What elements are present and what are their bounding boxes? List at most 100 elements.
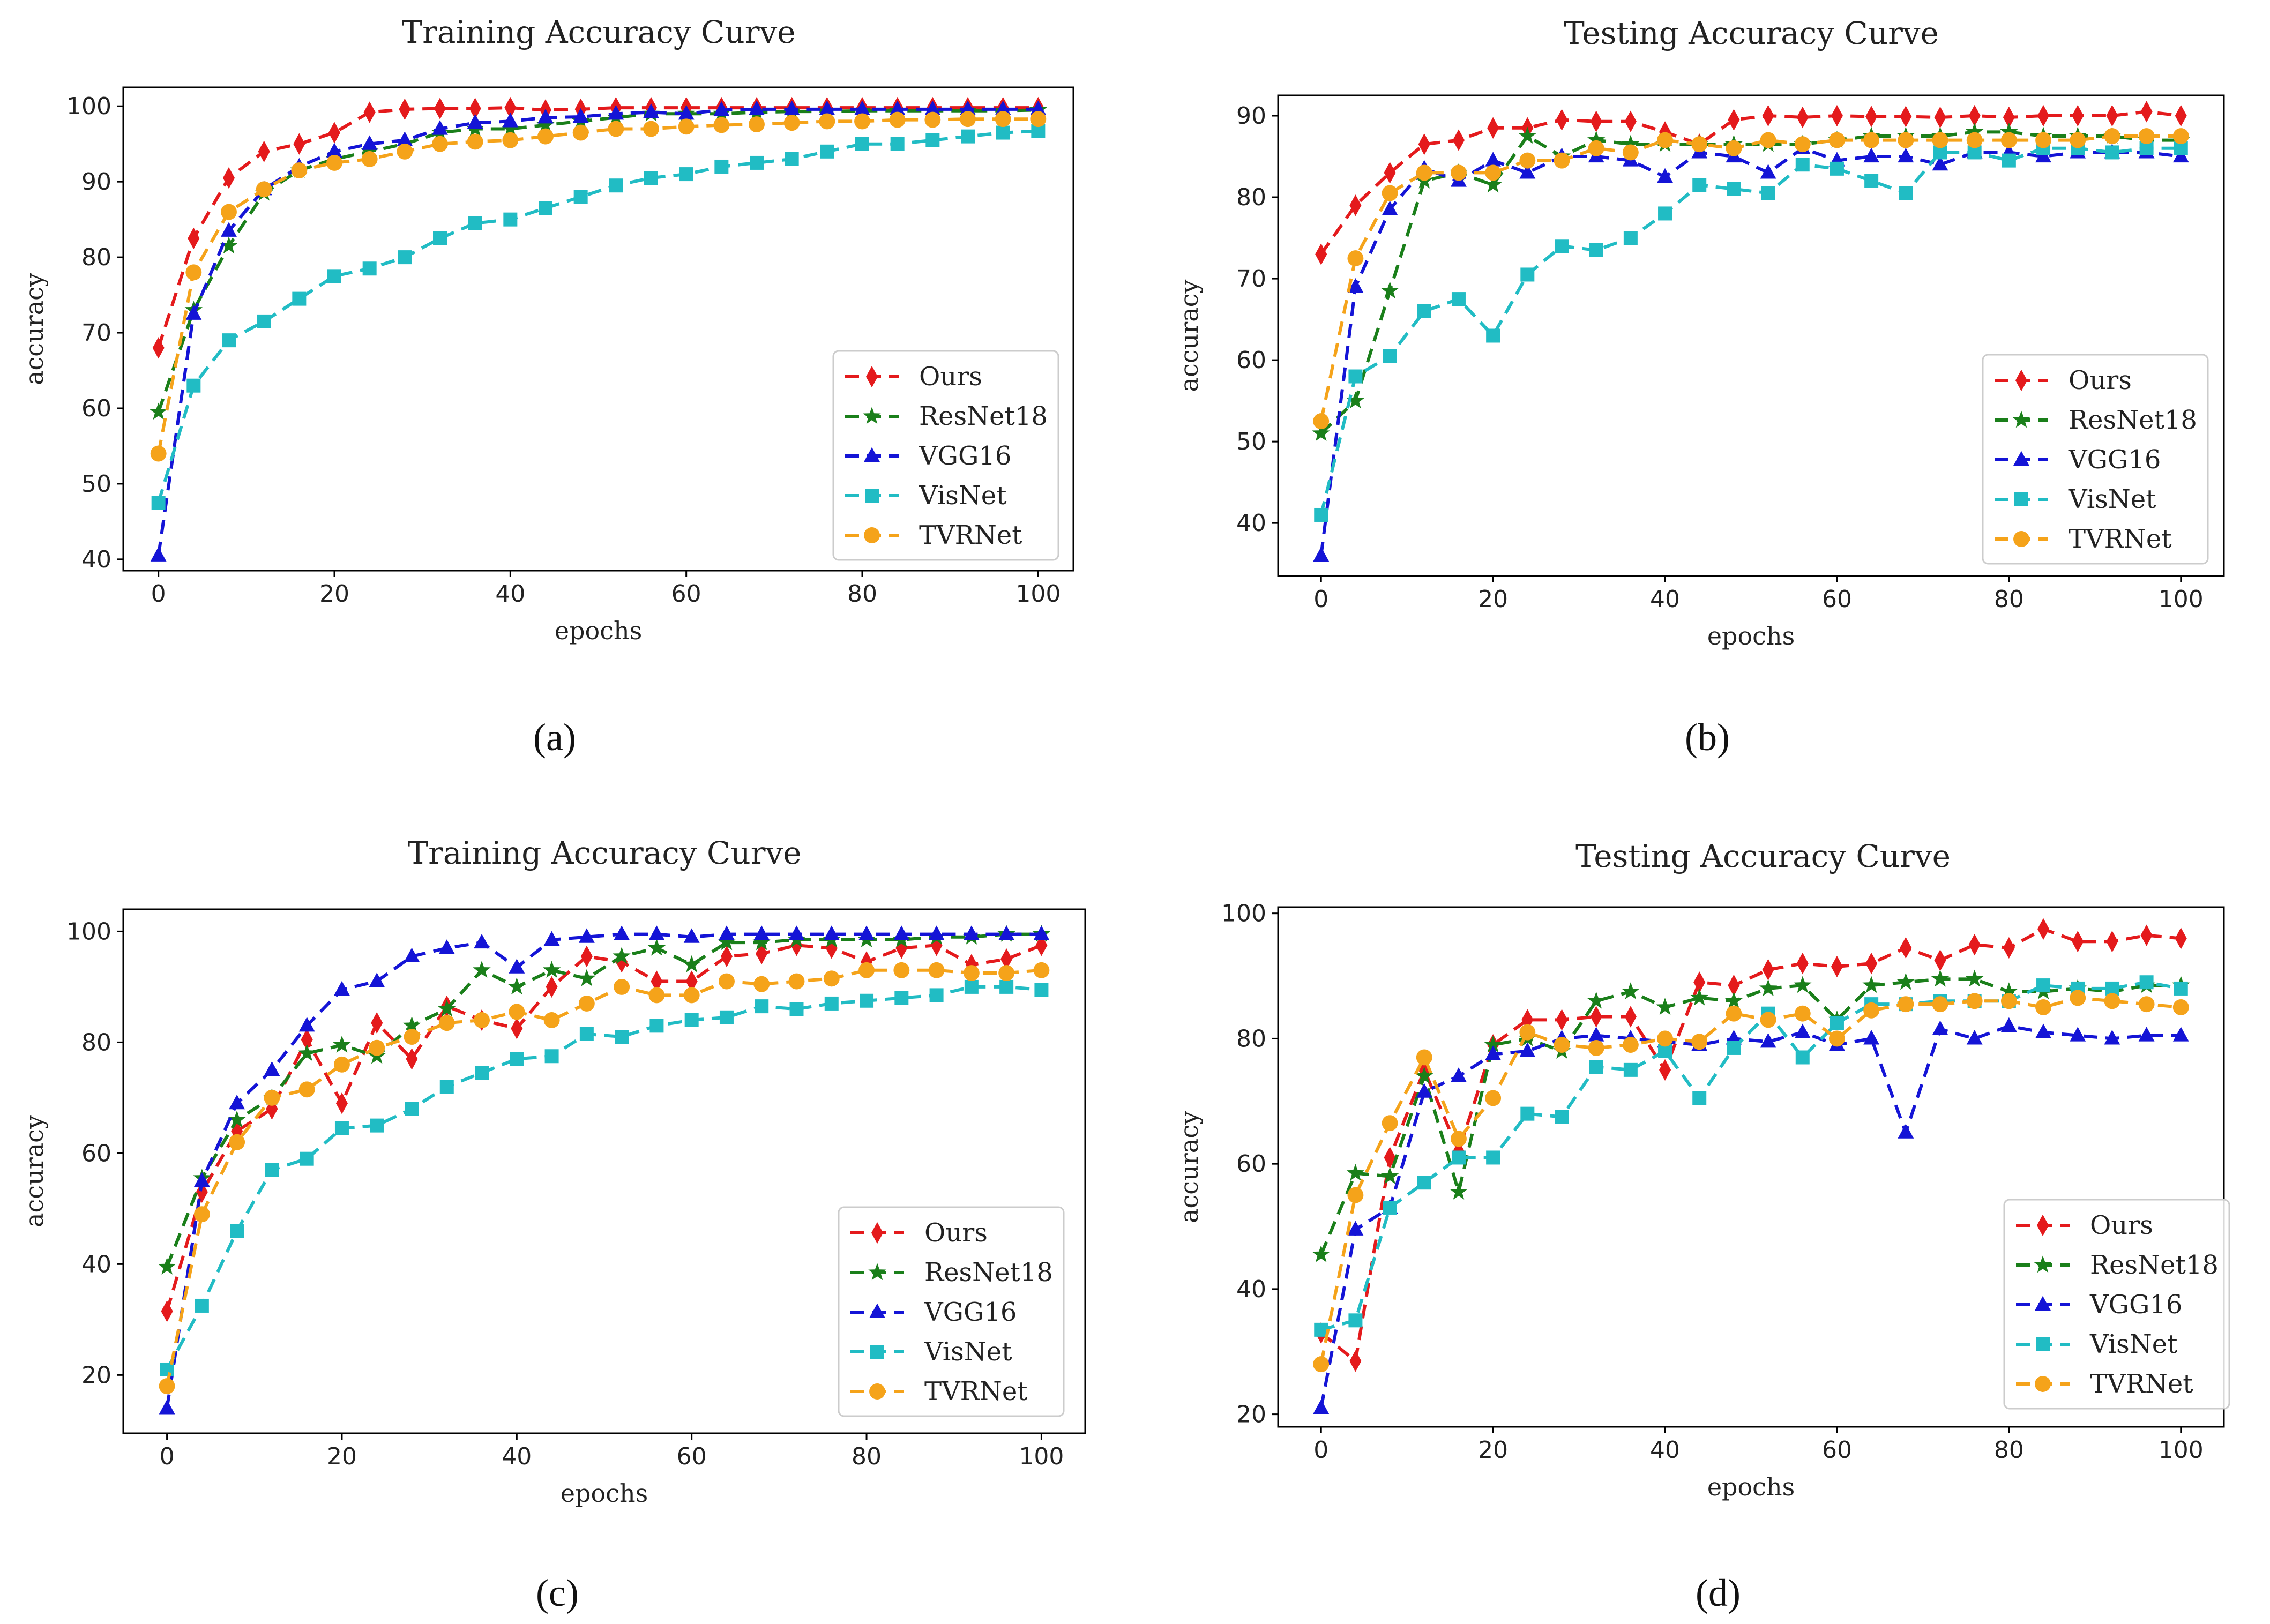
legend: Ours ResNet18 VGG16 VisNet TVRNet: [1982, 354, 2209, 565]
x-tick-label: 100: [2159, 1436, 2204, 1464]
data-point: [643, 103, 659, 118]
data-point: [1554, 1037, 1570, 1053]
data-point: [1898, 1124, 1914, 1139]
data-point: [536, 115, 555, 133]
y-tick-label: 100: [66, 93, 111, 120]
data-point: [1556, 1009, 1568, 1031]
legend-label: VisNet: [919, 481, 1007, 511]
data-point: [397, 131, 413, 146]
data-point: [1760, 164, 1776, 179]
data-point: [684, 1013, 699, 1027]
data-point: [2175, 927, 2187, 949]
data-point: [399, 98, 411, 121]
data-point: [609, 178, 623, 193]
data-point: [1691, 1034, 1708, 1050]
data-point: [1347, 250, 1364, 267]
data-point: [1794, 136, 1811, 153]
data-point: [718, 933, 736, 951]
data-point: [1485, 152, 1502, 167]
data-point: [222, 333, 236, 348]
data-point: [2035, 999, 2051, 1015]
y-tick-label: 20: [1236, 1401, 1266, 1428]
data-point: [475, 1066, 489, 1080]
legend-marker: [864, 447, 880, 462]
data-point: [578, 928, 595, 943]
legend-box: [1982, 354, 2209, 565]
data-point: [185, 264, 202, 281]
y-tick-label: 90: [81, 168, 111, 196]
data-point: [963, 925, 980, 940]
data-point: [1759, 979, 1778, 997]
legend-marker: [2036, 1337, 2050, 1351]
data-point: [229, 1094, 245, 1110]
data-point: [291, 162, 308, 178]
data-point: [362, 261, 377, 276]
data-point: [150, 402, 168, 420]
data-point: [719, 925, 735, 940]
series-vgg16: [150, 100, 1047, 562]
data-point: [1968, 933, 1981, 956]
series-ours: [1315, 101, 2187, 265]
data-point: [648, 925, 665, 940]
series-line: [1319, 110, 2182, 256]
data-point: [405, 1102, 419, 1116]
data-point: [230, 1224, 244, 1238]
data-point: [1931, 969, 1950, 987]
data-point: [1794, 1005, 1811, 1022]
data-point: [266, 1098, 278, 1120]
y-tick-label: 60: [1236, 1150, 1266, 1178]
figure-caption: (b): [1685, 716, 1730, 759]
data-point: [229, 1134, 245, 1150]
data-point: [474, 933, 490, 949]
data-point: [1624, 1006, 1637, 1028]
data-point: [1383, 349, 1397, 363]
data-point: [1346, 1164, 1365, 1181]
x-tick-label: 40: [502, 1443, 532, 1470]
x-tick-label: 0: [151, 580, 166, 608]
data-point: [965, 954, 977, 976]
data-point: [785, 152, 799, 166]
data-point: [370, 1118, 384, 1133]
data-point: [1451, 164, 1467, 181]
data-point: [1346, 391, 1365, 409]
x-tick-label: 40: [1650, 1436, 1680, 1464]
data-point: [1000, 948, 1013, 970]
data-point: [543, 931, 560, 946]
x-tick-label: 100: [1019, 1443, 1064, 1470]
data-point: [2172, 1027, 2189, 1042]
data-point: [649, 1019, 664, 1033]
data-point: [2174, 981, 2188, 996]
data-point: [783, 115, 800, 131]
data-point: [1313, 1399, 1330, 1414]
data-point: [537, 109, 554, 124]
series-line: [165, 932, 1042, 1409]
data-point: [1349, 194, 1362, 216]
data-point: [544, 1049, 559, 1064]
data-point: [1829, 132, 1845, 148]
data-point: [1622, 134, 1640, 152]
legend: Ours ResNet18 VGG16 VisNet TVRNet: [838, 1206, 1065, 1417]
x-axis-label: epochs: [1707, 622, 1795, 650]
data-point: [2138, 1027, 2155, 1042]
x-tick-label: 0: [1313, 1436, 1328, 1464]
data-point: [1830, 161, 1844, 176]
y-tick-label: 20: [81, 1361, 111, 1389]
series-ours: [152, 96, 1044, 359]
data-point: [1030, 111, 1047, 128]
data-point: [2000, 122, 2018, 140]
x-tick-label: 80: [852, 1443, 882, 1470]
data-point: [608, 105, 624, 120]
data-point: [683, 987, 700, 1004]
legend-label: VGG16: [2068, 445, 2161, 475]
data-point: [928, 962, 945, 978]
chart-title: Testing Accuracy Curve: [1575, 838, 1951, 874]
data-point: [1382, 200, 1398, 215]
y-tick-label: 60: [1236, 347, 1266, 374]
data-point: [1727, 1041, 1741, 1055]
data-point: [159, 1400, 175, 1415]
data-point: [1863, 132, 1880, 148]
data-point: [1312, 424, 1330, 441]
legend-marker: [869, 1303, 885, 1319]
series-tvrnet: [1313, 128, 2189, 430]
data-point: [1762, 959, 1774, 981]
